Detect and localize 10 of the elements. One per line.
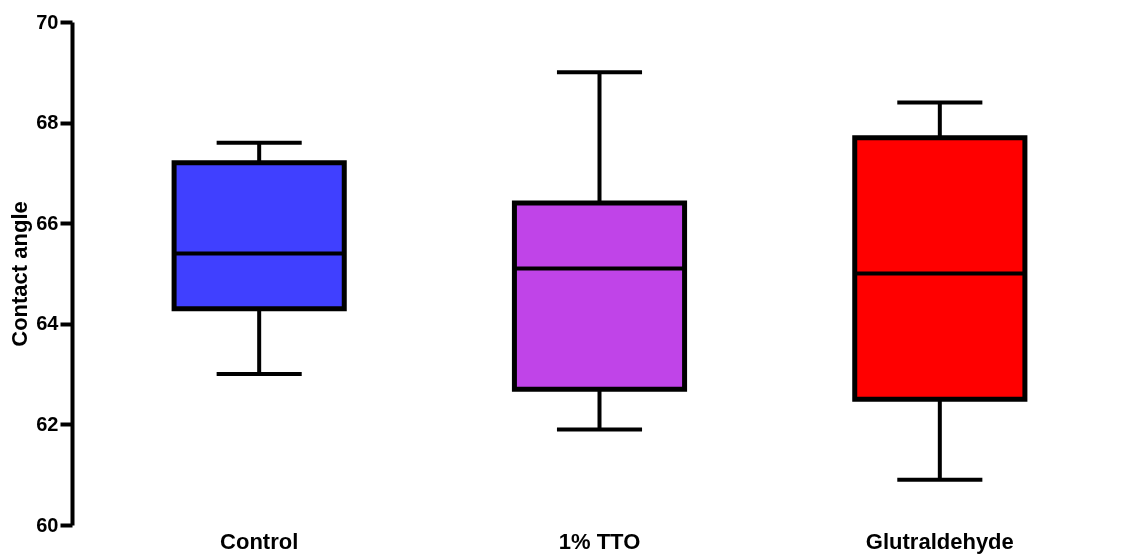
- y-tick-label: 70: [36, 10, 59, 33]
- y-tick-label: 64: [36, 312, 60, 335]
- y-tick-label: 62: [36, 412, 59, 435]
- x-tick-label: 1% TTO: [558, 528, 641, 554]
- y-tick-label: 60: [36, 513, 59, 536]
- y-tick-label: 68: [36, 111, 59, 134]
- y-axis-title: Contact angle: [7, 201, 33, 347]
- x-tick-label: Control: [220, 528, 299, 554]
- y-tick-label: 66: [36, 211, 59, 234]
- x-tick-label: Glutraldehyde: [865, 528, 1014, 554]
